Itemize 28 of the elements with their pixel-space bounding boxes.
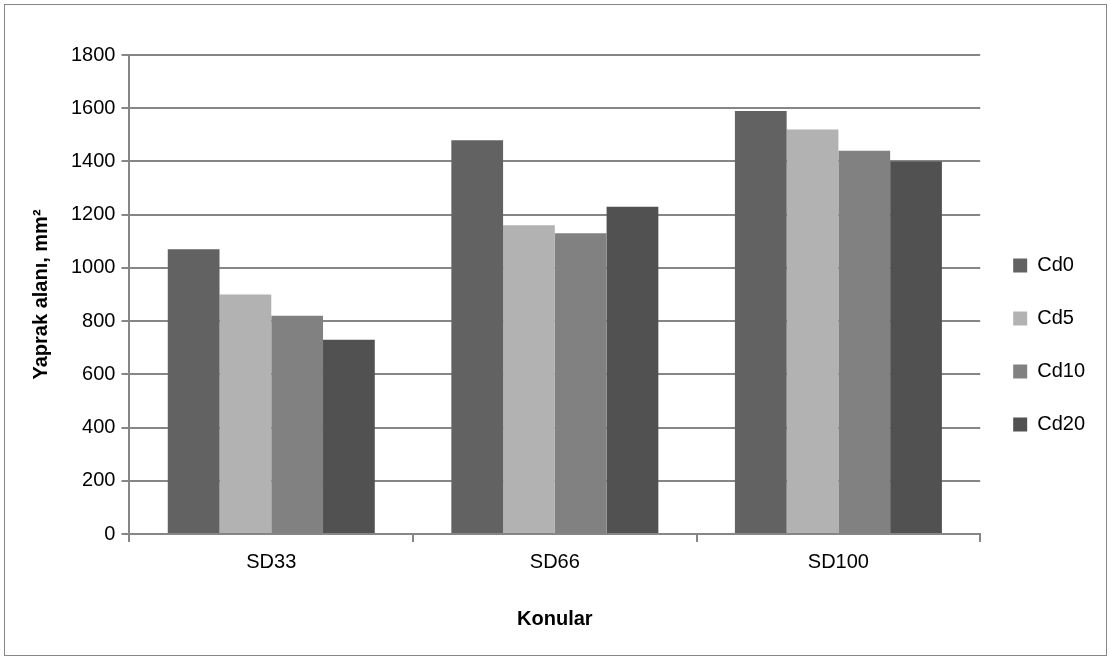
bar bbox=[503, 225, 555, 533]
y-tick-label: 200 bbox=[82, 468, 116, 491]
bar bbox=[167, 249, 220, 533]
y-tick-label: 1200 bbox=[70, 202, 116, 225]
x-tick-label: SD66 bbox=[529, 549, 580, 572]
y-axis-title: Yaprak alanı, mm² bbox=[28, 209, 51, 380]
y-tick-label: 1000 bbox=[70, 255, 116, 278]
bar bbox=[734, 110, 787, 533]
bar bbox=[323, 339, 375, 533]
legend-label: Cd20 bbox=[1037, 412, 1085, 435]
legend-label: Cd0 bbox=[1037, 253, 1074, 276]
y-tick-label: 800 bbox=[82, 308, 116, 331]
bar bbox=[219, 294, 272, 533]
bar bbox=[890, 161, 942, 533]
y-tick-label: 400 bbox=[82, 415, 116, 438]
x-tick-label: SD100 bbox=[807, 549, 869, 572]
legend-label: Cd5 bbox=[1037, 306, 1074, 329]
bar bbox=[786, 129, 839, 533]
legend-label: Cd10 bbox=[1037, 359, 1085, 382]
y-tick-label: 1800 bbox=[70, 42, 116, 65]
bar bbox=[606, 206, 659, 533]
y-tick-label: 600 bbox=[82, 361, 116, 384]
y-tick-label: 1400 bbox=[70, 148, 116, 171]
x-axis-title: Konular bbox=[517, 606, 593, 629]
x-tick-label: SD33 bbox=[246, 549, 297, 572]
y-tick-label: 0 bbox=[104, 521, 116, 544]
bar bbox=[451, 140, 504, 533]
y-tick-label: 1600 bbox=[70, 95, 116, 118]
